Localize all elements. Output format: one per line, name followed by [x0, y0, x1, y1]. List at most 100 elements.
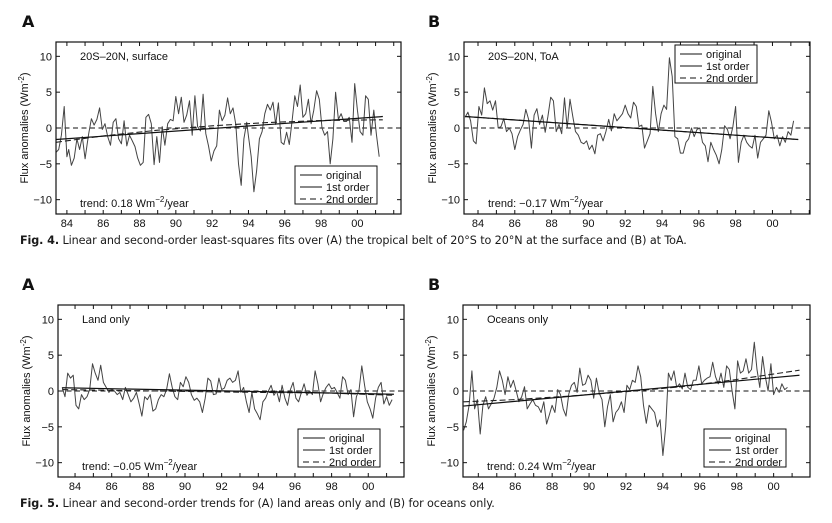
y-tick-label: 5	[48, 350, 54, 362]
x-tick-label: 86	[509, 218, 521, 230]
legend-label: 2nd order	[706, 73, 753, 85]
legend-box	[297, 428, 381, 468]
x-tick-label: 84	[472, 218, 484, 230]
series-original	[56, 83, 380, 193]
panel-letter-fig5b: B	[428, 275, 441, 294]
x-tick-label: 94	[252, 481, 264, 493]
x-tick-label: 86	[106, 481, 118, 493]
y-tick-label: 10	[40, 51, 52, 63]
y-tick-label: 0	[46, 123, 52, 135]
legend-box	[294, 165, 378, 205]
y-tick-label: 0	[48, 386, 54, 398]
x-tick-label: 90	[582, 218, 594, 230]
legend-box	[703, 428, 787, 468]
y-axis-label: Flux anomalies (Wm-2)	[19, 335, 33, 446]
x-tick-label: 90	[179, 481, 191, 493]
first-order-fit	[62, 387, 394, 395]
fig4-caption-text: Linear and second-order least-squares fi…	[62, 234, 687, 247]
x-tick-label: 84	[69, 481, 81, 493]
y-axis-label: Flux anomalies (Wm-2)	[17, 72, 31, 183]
legend-label: 2nd order	[326, 194, 373, 206]
legend-label: original	[706, 49, 741, 61]
fig5-caption: Fig. 5. Linear and second-order trends f…	[20, 497, 495, 510]
y-tick-label: 10	[42, 314, 54, 326]
first-order-fit	[465, 115, 799, 141]
x-tick-label: 92	[620, 481, 632, 493]
y-tick-label: −10	[33, 195, 52, 207]
y-tick-label: −5	[39, 159, 52, 171]
x-tick-label: 92	[206, 218, 218, 230]
x-tick-label: 88	[545, 218, 557, 230]
panel-letter-fig4a: A	[22, 12, 35, 31]
panel-letter-fig4b: B	[428, 12, 441, 31]
series-original	[464, 57, 795, 165]
y-tick-label: 0	[454, 123, 460, 135]
x-tick-label: 96	[289, 481, 301, 493]
x-tick-label: 84	[61, 218, 73, 230]
x-tick-label: 96	[279, 218, 291, 230]
legend-label: 1st order	[706, 61, 750, 73]
trend-annotation: trend: 0.24 Wm−2/year	[487, 458, 596, 473]
y-tick-label: 0	[453, 386, 459, 398]
y-tick-label: −10	[440, 458, 459, 470]
x-tick-label: 96	[694, 481, 706, 493]
panel-title: Oceans only	[487, 314, 549, 326]
x-tick-label: 86	[97, 218, 109, 230]
x-tick-label: 88	[546, 481, 558, 493]
legend-label: original	[326, 170, 361, 182]
fig5-caption-label: Fig. 5.	[20, 497, 59, 510]
y-tick-label: 10	[447, 314, 459, 326]
panel-title: 20S–20N, surface	[80, 51, 168, 63]
legend-label: 2nd order	[735, 457, 782, 469]
series-original	[463, 341, 788, 456]
panel-letter-fig5a: A	[22, 275, 35, 294]
first-order-fit	[55, 115, 383, 141]
trend-annotation: trend: −0.17 Wm−2/year	[488, 195, 604, 210]
fig4-caption-label: Fig. 4.	[20, 234, 59, 247]
x-tick-label: 92	[619, 218, 631, 230]
y-axis-label: Flux anomalies (Wm-2)	[424, 335, 438, 446]
x-tick-label: 94	[242, 218, 254, 230]
x-tick-label: 86	[509, 481, 521, 493]
x-tick-label: 00	[351, 218, 363, 230]
x-tick-label: 88	[133, 218, 145, 230]
y-tick-label: 5	[453, 350, 459, 362]
y-tick-label: 5	[454, 87, 460, 99]
fig4-caption: Fig. 4. Linear and second-order least-sq…	[20, 234, 687, 247]
x-tick-label: 00	[768, 481, 780, 493]
legend-label: 2nd order	[329, 457, 376, 469]
series-original	[61, 363, 393, 421]
x-tick-label: 90	[170, 218, 182, 230]
trend-annotation: trend: −0.05 Wm−2/year	[82, 458, 198, 473]
legend-label: 1st order	[326, 182, 370, 194]
legend-label: 1st order	[735, 445, 779, 457]
x-tick-label: 88	[142, 481, 154, 493]
second-order-fit	[463, 369, 800, 403]
trend-annotation: trend: 0.18 Wm−2/year	[80, 195, 189, 210]
y-tick-label: −5	[447, 159, 460, 171]
y-tick-label: −10	[35, 458, 54, 470]
legend-label: 1st order	[329, 445, 373, 457]
x-tick-label: 92	[216, 481, 228, 493]
x-tick-label: 98	[730, 218, 742, 230]
x-tick-label: 94	[656, 218, 668, 230]
y-tick-label: −5	[446, 422, 459, 434]
x-tick-label: 84	[472, 481, 484, 493]
y-tick-label: 5	[46, 87, 52, 99]
first-order-fit	[463, 374, 800, 407]
legend-label: original	[735, 433, 770, 445]
x-tick-label: 98	[315, 218, 327, 230]
panel-title: 20S–20N, ToA	[488, 51, 559, 63]
x-tick-label: 00	[362, 481, 374, 493]
x-tick-label: 94	[657, 481, 669, 493]
x-tick-label: 00	[766, 218, 778, 230]
y-tick-label: −5	[41, 422, 54, 434]
y-tick-label: 10	[448, 51, 460, 63]
